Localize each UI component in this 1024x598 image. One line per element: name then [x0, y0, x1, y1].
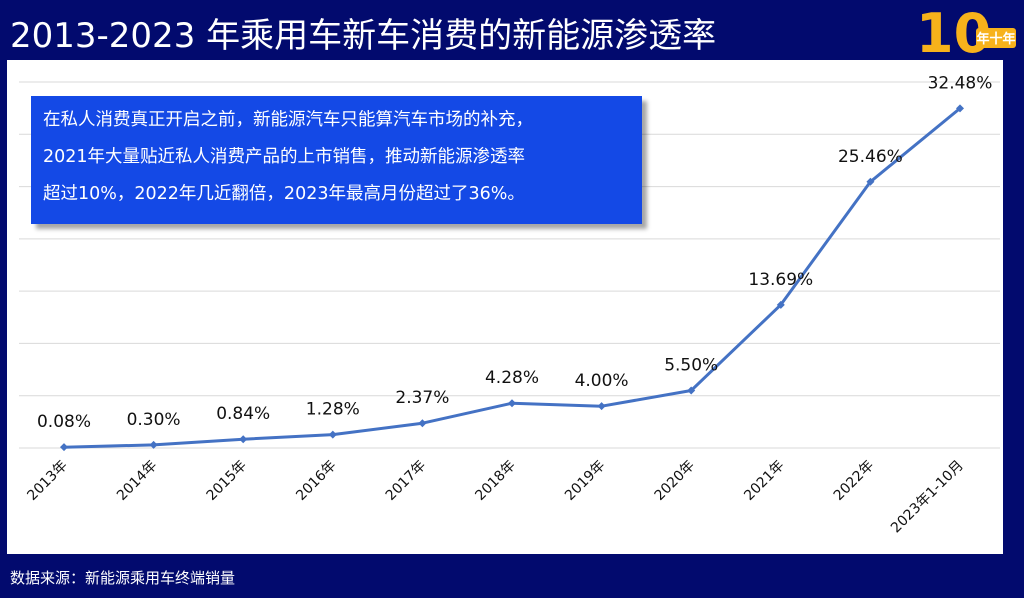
data-point [418, 419, 427, 428]
data-point [60, 443, 68, 452]
chart-panel: 0.08% 2013年 0.30% 2014年 0.84% 2015年 1.28% 2016年… [7, 60, 1003, 554]
category-label: 2023年1-10月 [888, 458, 967, 537]
category-label: 2016年 [293, 458, 339, 504]
page-title: 2013-2023 年乘用车新车消费的新能源渗透率 [10, 16, 717, 56]
data-point [776, 300, 785, 309]
data-point [687, 386, 696, 395]
data-label: 0.84% [216, 404, 270, 424]
data-label: 4.28% [485, 368, 539, 388]
data-point [597, 402, 606, 411]
data-label: 0.08% [37, 412, 91, 432]
category-label: 2015年 [204, 458, 250, 504]
data-label: 25.46% [838, 147, 903, 167]
data-label: 5.50% [664, 355, 718, 375]
category-label: 2021年 [741, 458, 787, 504]
data-point [239, 435, 248, 444]
category-label: 2013年 [24, 458, 70, 504]
data-label: 1.28% [306, 400, 360, 420]
data-point [956, 104, 964, 113]
data-point [508, 399, 516, 408]
data-label: 0.30% [127, 410, 181, 430]
data-source-note: 数据来源：新能源乘用车终端销量 [10, 569, 236, 587]
data-label: 32.48% [928, 73, 993, 93]
data-point [149, 440, 158, 449]
category-label: 2022年 [831, 458, 877, 504]
data-point [866, 177, 875, 186]
category-label: 2014年 [114, 458, 160, 504]
line-chart: 0.08% 2013年 0.30% 2014年 0.84% 2015年 1.28% 2016年… [19, 73, 1000, 537]
ten-years-logo: 10 年十年 [916, 2, 1016, 60]
category-label: 2019年 [562, 458, 608, 504]
category-label: 2017年 [383, 458, 429, 504]
data-label: 13.69% [748, 270, 813, 290]
data-label: 2.37% [395, 388, 449, 408]
data-label: 4.00% [575, 371, 629, 391]
data-point [328, 430, 337, 439]
annotation-box: 在私人消费真正开启之前，新能源汽车只能算汽车市场的补充， 2021年大量贴近私人… [31, 96, 642, 224]
logo-text: 年十年 [976, 31, 1015, 47]
category-label: 2018年 [472, 458, 518, 504]
category-label: 2020年 [652, 458, 698, 504]
